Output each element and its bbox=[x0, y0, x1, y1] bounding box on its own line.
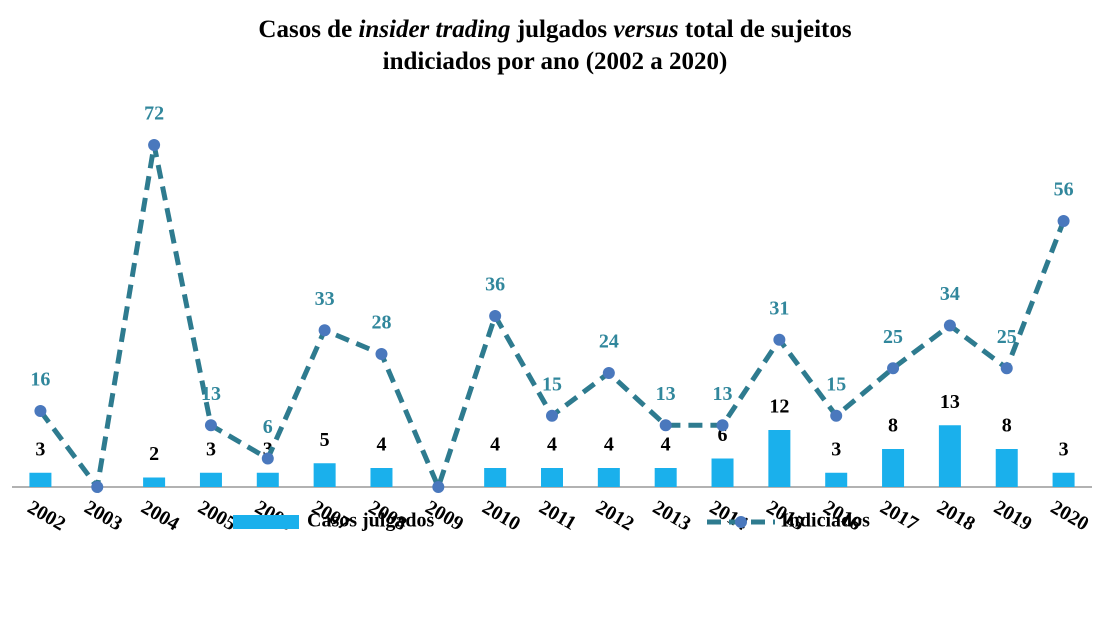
marker bbox=[34, 405, 47, 417]
legend-swatch bbox=[233, 515, 299, 529]
marker bbox=[659, 419, 672, 432]
bar bbox=[313, 463, 336, 487]
marker bbox=[830, 409, 843, 422]
legend-label: Casos julgados bbox=[307, 510, 434, 532]
marker bbox=[432, 481, 445, 493]
data-label: 4 bbox=[604, 434, 614, 456]
data-label: 3 bbox=[1059, 438, 1069, 460]
x-tick-label: 2020 bbox=[1047, 496, 1093, 535]
data-label: 4 bbox=[661, 434, 671, 456]
marker bbox=[1000, 362, 1013, 375]
chart-title: indiciados por ano (2002 a 2020) bbox=[383, 48, 728, 75]
data-label: 33 bbox=[315, 288, 335, 310]
marker bbox=[602, 367, 615, 379]
bar bbox=[370, 468, 393, 487]
marker bbox=[773, 333, 786, 346]
x-tick-label: 2003 bbox=[80, 496, 126, 535]
x-tick-label: 2004 bbox=[137, 496, 183, 535]
data-label: 12 bbox=[769, 396, 789, 418]
legend-marker bbox=[735, 516, 747, 528]
marker bbox=[489, 310, 502, 322]
data-label: 16 bbox=[30, 369, 50, 391]
bar bbox=[825, 472, 848, 487]
bar bbox=[597, 468, 620, 487]
data-label: 2 bbox=[149, 443, 159, 465]
x-tick-label: 2014 bbox=[706, 496, 752, 535]
data-label: 13 bbox=[201, 383, 221, 405]
bar bbox=[1052, 472, 1075, 487]
data-label: 8 bbox=[888, 415, 898, 437]
data-label: 15 bbox=[826, 373, 846, 395]
x-tick-label: 2012 bbox=[592, 496, 638, 535]
data-label: 4 bbox=[547, 434, 557, 456]
x-tick-label: 2018 bbox=[933, 496, 979, 535]
bar bbox=[654, 468, 677, 487]
data-label: 4 bbox=[376, 434, 386, 456]
marker bbox=[318, 324, 331, 337]
x-tick-label: 2010 bbox=[478, 496, 524, 535]
chart-title: Casos de insider trading julgados versus… bbox=[258, 16, 851, 43]
x-tick-label: 2005 bbox=[194, 496, 240, 535]
data-label: 13 bbox=[656, 383, 676, 405]
marker bbox=[716, 419, 729, 432]
marker bbox=[943, 319, 956, 332]
data-label: 56 bbox=[1054, 179, 1074, 201]
data-label: 13 bbox=[713, 383, 733, 405]
bar bbox=[256, 472, 279, 487]
title-run: insider trading bbox=[358, 16, 510, 43]
title-run: Casos de bbox=[258, 16, 358, 43]
marker bbox=[1057, 215, 1070, 227]
data-label: 15 bbox=[542, 373, 562, 395]
data-label: 36 bbox=[485, 274, 505, 296]
bar bbox=[484, 468, 507, 487]
bar bbox=[143, 477, 166, 487]
legend-label: Indiciados bbox=[781, 510, 870, 532]
data-label: 25 bbox=[997, 326, 1017, 348]
data-label: 31 bbox=[769, 297, 789, 319]
x-tick-label: 2013 bbox=[649, 496, 695, 535]
data-label: 72 bbox=[144, 103, 164, 125]
marker bbox=[91, 481, 104, 493]
data-label: 25 bbox=[883, 326, 903, 348]
data-label: 13 bbox=[940, 391, 960, 413]
marker bbox=[375, 348, 388, 360]
marker bbox=[887, 362, 900, 375]
title-run: indiciados por ano (2002 a 2020) bbox=[383, 48, 728, 75]
bar bbox=[938, 425, 961, 487]
bar bbox=[29, 472, 52, 487]
x-tick-label: 2011 bbox=[535, 496, 580, 535]
x-tick-label: 2017 bbox=[876, 496, 922, 535]
data-label: 34 bbox=[940, 283, 960, 305]
data-label: 6 bbox=[263, 416, 273, 438]
bar bbox=[995, 449, 1018, 487]
marker bbox=[261, 452, 274, 465]
data-label: 6 bbox=[718, 424, 728, 446]
marker bbox=[148, 139, 161, 151]
bar bbox=[768, 430, 791, 487]
data-label: 5 bbox=[320, 429, 330, 451]
title-run: julgados bbox=[511, 16, 614, 43]
x-tick-label: 2002 bbox=[24, 496, 70, 535]
marker bbox=[546, 409, 558, 422]
data-label: 24 bbox=[599, 331, 619, 353]
data-label: 28 bbox=[371, 312, 391, 334]
data-label: 3 bbox=[206, 438, 216, 460]
bar bbox=[711, 458, 734, 487]
bar bbox=[199, 472, 222, 487]
x-tick-label: 2019 bbox=[990, 496, 1036, 535]
data-label: 4 bbox=[490, 434, 500, 456]
bar bbox=[541, 468, 563, 487]
data-label: 3 bbox=[831, 438, 841, 460]
title-run: versus bbox=[613, 16, 678, 43]
bar bbox=[882, 449, 905, 487]
marker bbox=[204, 419, 217, 432]
data-label: 3 bbox=[35, 438, 45, 460]
data-label: 8 bbox=[1002, 415, 1012, 437]
data-label: 3 bbox=[263, 438, 273, 460]
title-run: total de sujeitos bbox=[679, 16, 852, 43]
